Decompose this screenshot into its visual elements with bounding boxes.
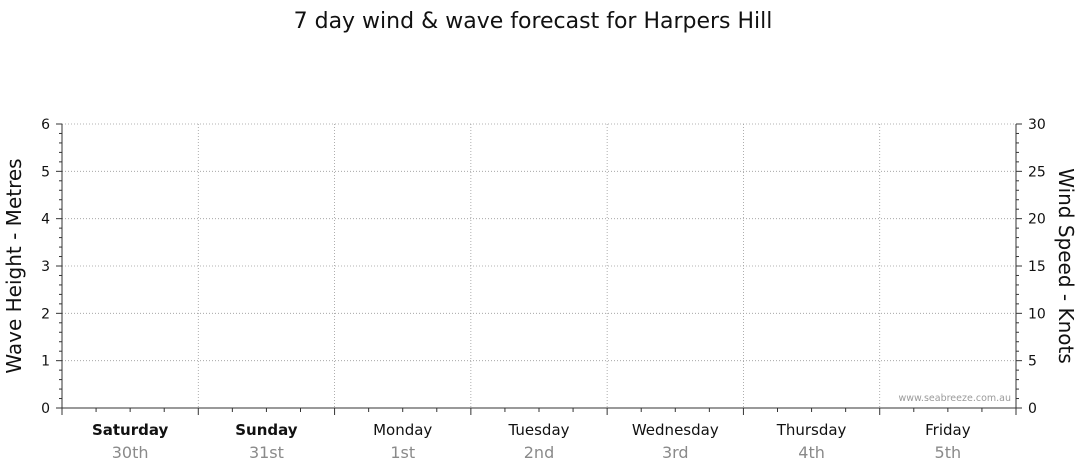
date-label: 5th xyxy=(935,443,962,462)
right-tick-label: 20 xyxy=(1028,212,1046,228)
right-y-axis: 0 5 10 15 20 25 30 xyxy=(1016,117,1046,417)
left-tick-label: 6 xyxy=(41,117,50,133)
right-tick-label: 10 xyxy=(1028,306,1046,322)
right-tick-label: 0 xyxy=(1028,401,1037,417)
left-axis-label: Wave Height - Metres xyxy=(2,158,26,373)
day-label: Wednesday xyxy=(632,421,719,439)
grid-lines xyxy=(62,123,1016,408)
left-y-axis: 0 1 2 3 4 5 6 xyxy=(41,117,62,417)
left-tick-label: 2 xyxy=(41,306,50,322)
date-label: 30th xyxy=(112,443,149,462)
x-axis-day-labels: Saturday 30th Sunday 31st Monday 1st Tuesday 2n… xyxy=(61,408,1017,462)
watermark: www.seabreeze.com.au xyxy=(899,393,1012,404)
date-label: 2nd xyxy=(524,443,554,462)
date-label: 31st xyxy=(249,443,284,462)
chart-title: 7 day wind & wave forecast for Harpers H… xyxy=(294,9,773,34)
date-label: 3rd xyxy=(662,443,689,462)
right-tick-label: 25 xyxy=(1028,164,1046,180)
right-axis-label: Wind Speed - Knots xyxy=(1054,168,1078,364)
day-label: Tuesday xyxy=(507,421,569,439)
left-tick-label: 4 xyxy=(41,212,50,228)
date-label: 4th xyxy=(798,443,825,462)
left-tick-label: 0 xyxy=(41,401,50,417)
day-label: Sunday xyxy=(235,421,298,439)
right-tick-label: 30 xyxy=(1028,117,1046,133)
day-label: Friday xyxy=(925,421,971,439)
left-tick-label: 1 xyxy=(41,354,50,370)
left-tick-label: 5 xyxy=(41,164,50,180)
day-label: Thursday xyxy=(776,421,847,439)
day-label: Monday xyxy=(373,421,432,439)
right-tick-label: 5 xyxy=(1028,354,1037,370)
right-tick-label: 15 xyxy=(1028,259,1046,275)
date-label: 1st xyxy=(390,443,415,462)
day-label: Saturday xyxy=(92,421,169,439)
left-tick-label: 3 xyxy=(41,259,50,275)
